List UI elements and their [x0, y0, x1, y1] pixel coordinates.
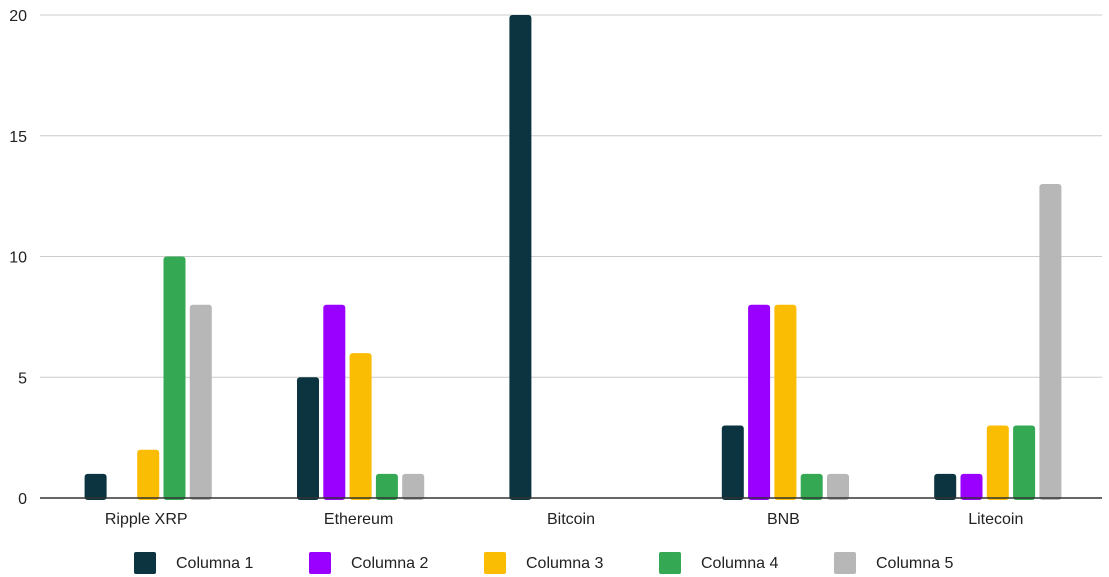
bar-columna-2-bnb: [748, 304, 771, 500]
bar-columna-5-ethereum: [402, 473, 425, 500]
bar-columna-3-bnb: [774, 304, 797, 500]
y-axis-tick-labels: 0 5 10 15 20: [9, 8, 27, 508]
x-category-label: Ripple XRP: [105, 511, 188, 528]
x-category-label: Ethereum: [324, 511, 393, 528]
legend-label: Columna 3: [526, 555, 603, 572]
y-tick-label: 15: [9, 129, 27, 146]
bar-columna-4-ethereum: [375, 473, 398, 500]
bar-columna-2-litecoin: [960, 473, 983, 500]
bar-columna-1-bnb: [721, 425, 744, 500]
legend-swatch: [484, 552, 506, 574]
legend-label: Columna 1: [176, 555, 253, 572]
legend-swatch: [309, 552, 331, 574]
bar-columna-5-litecoin: [1039, 184, 1062, 501]
y-tick-label: 10: [9, 250, 27, 267]
bar-columna-4-ripple-xrp: [163, 256, 186, 500]
gridlines: [40, 14, 1102, 378]
bar-columna-1-bitcoin: [509, 15, 532, 500]
bar-columna-1-ethereum: [297, 377, 319, 500]
bar-columna-5-ripple-xrp: [189, 304, 212, 500]
legend-swatch: [659, 552, 681, 574]
legend-swatch: [134, 552, 156, 574]
bar-columna-2-ethereum: [323, 304, 346, 500]
x-category-label: BNB: [767, 511, 800, 528]
bar-columna-1-litecoin: [934, 473, 957, 500]
bar-columna-4-litecoin: [1013, 425, 1036, 500]
bar-columna-3-ripple-xrp: [137, 449, 160, 500]
bar-columna-3-ethereum: [349, 353, 372, 500]
bars: [84, 15, 1062, 501]
y-tick-label: 20: [9, 8, 27, 25]
legend-label: Columna 2: [351, 555, 428, 572]
x-category-label: Bitcoin: [547, 511, 595, 528]
x-axis-category-labels: Ripple XRP Ethereum Bitcoin BNB Litecoin: [105, 511, 1024, 528]
bar-columna-3-litecoin: [986, 425, 1009, 500]
y-tick-label: 5: [18, 370, 27, 387]
legend-label: Columna 5: [876, 555, 953, 572]
y-tick-label: 0: [18, 491, 27, 508]
bar-columna-5-bnb: [827, 473, 849, 500]
legend-swatch: [834, 552, 856, 574]
legend: Columna 1 Columna 2 Columna 3 Columna 4 Colu…: [134, 552, 953, 574]
bar-columna-4-bnb: [800, 473, 823, 500]
x-category-label: Litecoin: [968, 511, 1023, 528]
bar-columna-1-ripple-xrp: [84, 473, 107, 500]
legend-label: Columna 4: [701, 555, 778, 572]
